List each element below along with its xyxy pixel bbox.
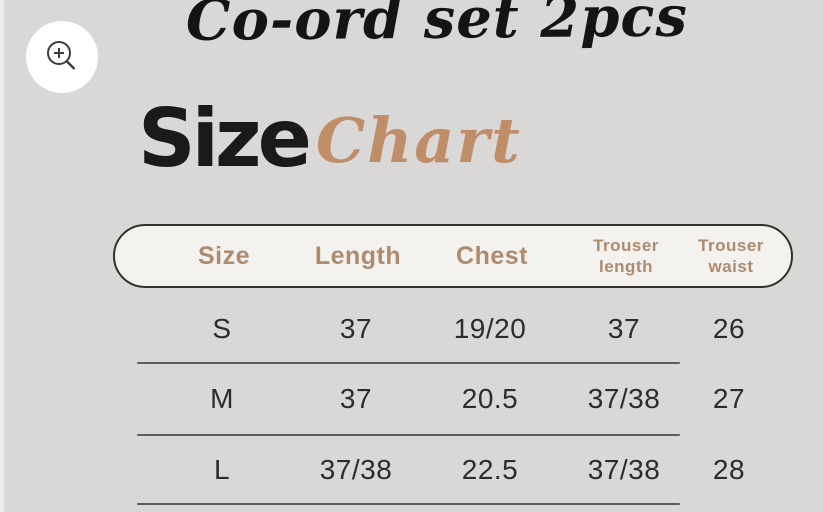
cell-size: S bbox=[212, 313, 232, 344]
row-divider bbox=[137, 503, 680, 505]
column-header-trouser-length: Trouser length bbox=[593, 235, 659, 276]
table-body: S 37 19/20 37 26 M 37 20.5 37/38 27 L 37… bbox=[113, 296, 793, 505]
size-chart-heading: Size Chart bbox=[138, 92, 522, 185]
cell-size: L bbox=[213, 453, 231, 485]
table-row: S 37 19/20 37 26 bbox=[113, 296, 793, 362]
zoom-in-icon bbox=[47, 41, 76, 70]
table-row: L 37/38 22.5 37/38 28 bbox=[113, 436, 793, 503]
cell-trouser-waist: 26 bbox=[712, 313, 746, 344]
cell-chest: 22.5 bbox=[461, 453, 519, 485]
table-header-row: Size Length Chest Trouser length Trouser… bbox=[113, 224, 793, 288]
heading-word-chart: Chart bbox=[315, 104, 522, 177]
cell-length: 37 bbox=[339, 383, 373, 414]
cell-trouser-length: 37/38 bbox=[587, 453, 661, 485]
cell-trouser-length: 37/38 bbox=[587, 383, 661, 414]
column-header-chest: Chest bbox=[456, 241, 528, 270]
row-divider bbox=[137, 362, 680, 364]
cell-trouser-length: 37 bbox=[607, 313, 641, 344]
column-header-trouser-waist: Trouser waist bbox=[698, 235, 764, 276]
image-left-edge bbox=[0, 0, 4, 512]
cell-trouser-waist: 28 bbox=[712, 453, 746, 485]
cell-size: M bbox=[210, 383, 234, 414]
zoom-button[interactable] bbox=[26, 21, 98, 93]
cell-trouser-waist: 27 bbox=[712, 383, 746, 414]
column-header-length: Length bbox=[314, 241, 402, 270]
cell-length: 37 bbox=[339, 313, 373, 344]
row-divider bbox=[137, 434, 680, 436]
column-header-size: Size bbox=[197, 241, 251, 270]
cell-chest: 19/20 bbox=[453, 313, 527, 344]
cell-length: 37/38 bbox=[319, 453, 393, 485]
table-row: M 37 20.5 37/38 27 bbox=[113, 364, 793, 434]
cell-chest: 20.5 bbox=[461, 383, 519, 414]
heading-word-size: Size bbox=[138, 92, 312, 185]
product-title: Co-ord set 2pcs bbox=[185, 0, 689, 54]
